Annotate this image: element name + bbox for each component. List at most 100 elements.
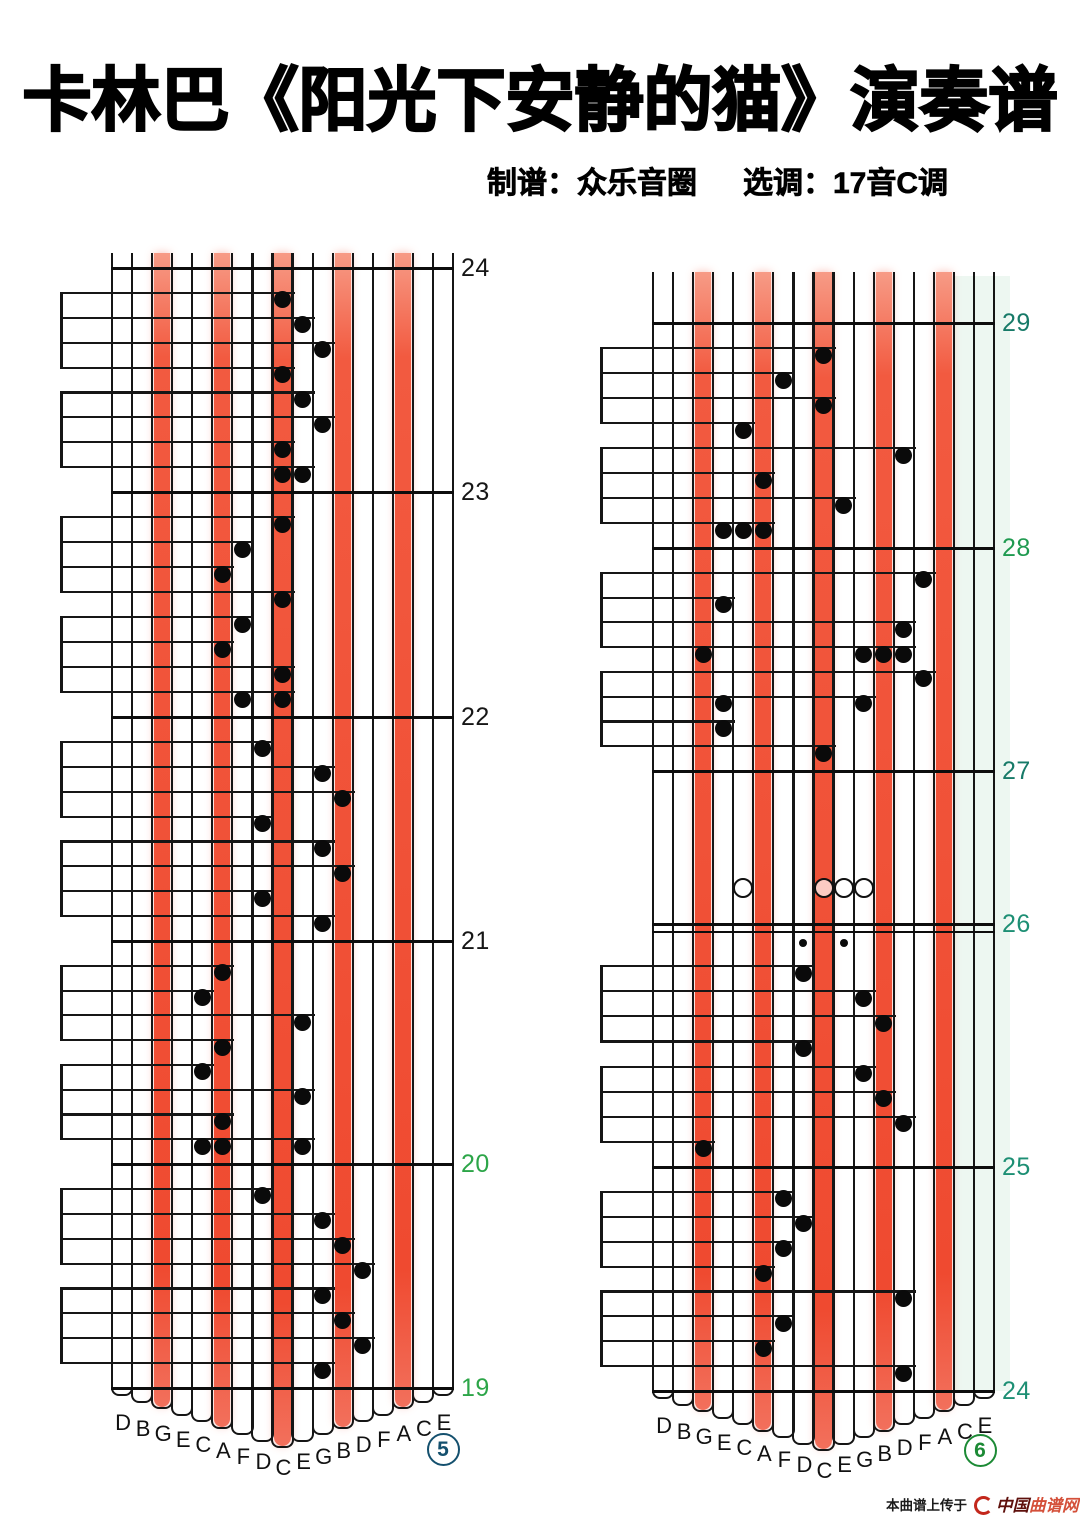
- measure-number: 28: [1002, 534, 1031, 562]
- page-tint-overlay: [953, 276, 1010, 1391]
- measure-line: [111, 715, 455, 719]
- note-dot: [334, 1237, 352, 1255]
- tine-line: [191, 253, 194, 1388]
- subtitle-maker: 制谱：众乐音圈: [487, 167, 698, 201]
- note-dot: [334, 864, 352, 882]
- page-number-badge: 6: [963, 1433, 997, 1467]
- note-dot: [294, 465, 312, 483]
- beat-line: [600, 1190, 796, 1193]
- tine-line: [431, 253, 435, 1388]
- site-name-red: 曲谱网: [1029, 1497, 1079, 1515]
- beat-line: [600, 571, 936, 574]
- note-dot: [253, 740, 271, 758]
- measure-line: [652, 321, 996, 325]
- note-dot: [213, 1038, 231, 1056]
- red-tine: [875, 272, 892, 1430]
- tine-label: D: [896, 1435, 913, 1461]
- beam-box-edge: [60, 1287, 64, 1365]
- beat-line: [600, 347, 836, 350]
- tine-label: D: [255, 1449, 272, 1475]
- beat-line: [600, 1090, 896, 1093]
- note-dot: [694, 1140, 712, 1158]
- note-dot: [855, 695, 873, 713]
- beat-line: [600, 397, 836, 400]
- tine-label: B: [336, 1438, 352, 1463]
- red-tine: [815, 272, 832, 1449]
- beam-box-edge: [600, 447, 604, 524]
- note-dot: [895, 1115, 913, 1133]
- beat-line: [600, 1040, 816, 1043]
- tine-line: [952, 272, 955, 1391]
- note-dot: [354, 1336, 372, 1354]
- tine-line: [912, 272, 915, 1391]
- tine-bottom-cap: [732, 1391, 755, 1425]
- note-dot: [714, 521, 732, 539]
- note-dot: [714, 719, 732, 737]
- note-dot: [213, 964, 231, 982]
- tine-bottom-cap: [191, 1388, 214, 1422]
- red-tine: [274, 253, 291, 1446]
- beat-line: [60, 1187, 275, 1190]
- tine-bottom-cap: [331, 1388, 354, 1429]
- note-dot: [233, 690, 251, 708]
- beam-box-edge: [60, 516, 64, 593]
- tine-line: [752, 272, 755, 1391]
- beat-line: [60, 341, 335, 344]
- site-name-dark: 中国: [996, 1497, 1029, 1515]
- note-dot: [794, 1215, 812, 1233]
- upload-text: 本曲谱上传于: [886, 1498, 967, 1513]
- beat-line: [600, 422, 756, 425]
- beam-box-edge: [60, 291, 64, 369]
- note-dot: [835, 496, 853, 514]
- note-dot: [213, 1137, 231, 1155]
- note-dot: [274, 665, 291, 683]
- note-dot: [895, 1289, 913, 1307]
- beat-line: [600, 1215, 816, 1218]
- beat-line: [60, 815, 275, 818]
- grace-note-dot: [799, 939, 808, 947]
- tine-label: C: [275, 1454, 292, 1480]
- beam-box-edge: [600, 571, 604, 649]
- tine-line: [832, 272, 835, 1391]
- tine-label: E: [837, 1452, 852, 1478]
- note-dot: [895, 620, 913, 638]
- beat-line: [60, 1287, 335, 1290]
- tine-label: G: [856, 1446, 874, 1472]
- tine-line: [792, 272, 795, 1391]
- tine-label: C: [736, 1435, 753, 1461]
- tine-line: [992, 272, 996, 1391]
- note-dot: [253, 889, 271, 907]
- beat-line: [600, 497, 856, 500]
- note-dot: [314, 1212, 332, 1230]
- beat-line: [600, 1240, 796, 1243]
- beat-line: [600, 621, 916, 624]
- page-title: 卡林巴《阳光下安静的猫》演奏谱: [21, 61, 1058, 140]
- red-tine: [334, 253, 351, 1427]
- beam-box-edge: [600, 1065, 604, 1143]
- beat-line: [600, 472, 776, 475]
- measure-line: [111, 490, 455, 494]
- measure-number: 20: [461, 1150, 490, 1178]
- tine-label: E: [175, 1426, 191, 1452]
- tine-line: [331, 253, 334, 1388]
- measure-line: [652, 1165, 996, 1169]
- beat-line: [600, 1290, 916, 1293]
- tine-line: [291, 253, 294, 1388]
- measure-line: [652, 546, 996, 550]
- beat-line: [60, 541, 255, 544]
- beat-line: [60, 1312, 355, 1315]
- note-dot: [294, 1137, 312, 1155]
- note-dot: [314, 914, 332, 932]
- grace-note-dot: [839, 939, 848, 947]
- tine-line: [712, 272, 715, 1391]
- beat-line: [600, 522, 776, 525]
- measure-line: [652, 922, 996, 926]
- tine-line: [651, 272, 655, 1391]
- beat-line: [60, 1212, 335, 1215]
- note-dot: [794, 964, 812, 982]
- note-dot: [253, 815, 271, 833]
- note-dot: [334, 1311, 352, 1329]
- note-dot: [815, 346, 832, 364]
- beam-box-edge: [60, 616, 64, 693]
